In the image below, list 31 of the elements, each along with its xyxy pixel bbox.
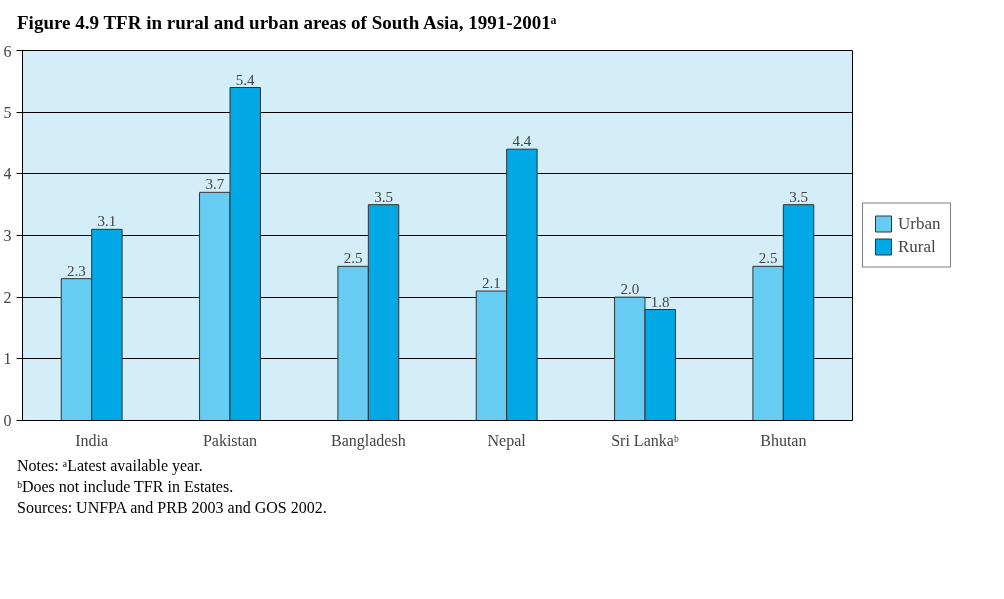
data-label: 5.4 (235, 71, 256, 88)
x-tick-label: Bangladesh (331, 431, 406, 450)
data-label: 1.8 (650, 293, 670, 310)
data-label: 2.5 (343, 250, 363, 267)
y-tick-label: 6 (3, 42, 12, 60)
y-tick-label: 2 (3, 288, 12, 306)
x-tick-label: India (75, 431, 109, 449)
data-label: 2.5 (758, 250, 778, 267)
data-label: 2.3 (67, 262, 86, 279)
y-tick-label: 0 (3, 412, 12, 430)
source-note: Sources: UNFPA and PRB 2003 and GOS 2002. (17, 498, 327, 516)
legend-label: Urban (898, 213, 941, 234)
data-label: 3.1 (97, 213, 117, 230)
x-tick-label: Pakistan (202, 431, 258, 449)
data-label: 2.1 (482, 275, 501, 292)
y-tick-label: 1 (3, 350, 12, 368)
y-tick-label: 4 (3, 165, 12, 183)
data-label: 3.5 (789, 188, 808, 205)
data-label: 3.5 (374, 188, 393, 205)
x-tick-label: Bhutan (760, 431, 807, 449)
data-label: 3.7 (205, 176, 225, 193)
text: ᵇDoes not include TFR in Estates. (17, 477, 234, 495)
legend-label: Rural (898, 236, 936, 257)
data-label: 4.4 (512, 133, 532, 150)
data-label: 2.0 (620, 281, 640, 298)
chart-title: Figure 4.9 TFR in rural and urban areas of South Asia, 1991-2001ᵃ (17, 11, 557, 35)
x-tick-label: Sri Lankaᵇ (611, 431, 679, 449)
y-tick-label: 3 (3, 227, 12, 245)
x-tick-label: Nepal (487, 431, 527, 450)
text: Notes: ᵃLatest available year. (17, 457, 203, 475)
y-tick-label: 5 (3, 103, 12, 121)
